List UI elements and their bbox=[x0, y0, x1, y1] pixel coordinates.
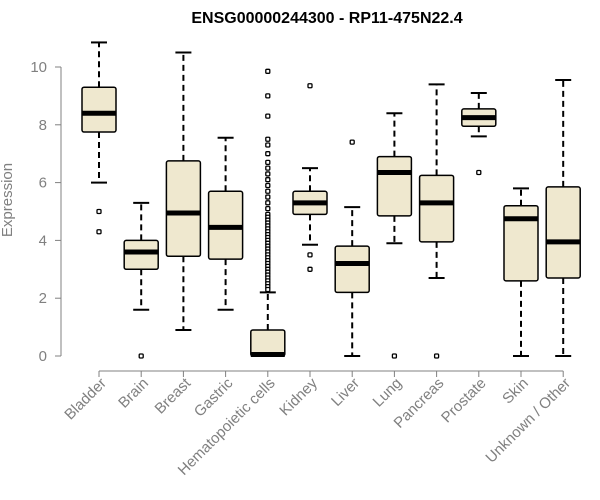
outlier-point bbox=[307, 266, 313, 272]
outlier-point bbox=[265, 113, 271, 119]
iqr-box bbox=[123, 239, 159, 271]
outlier-point bbox=[391, 353, 398, 359]
iqr-box bbox=[545, 186, 581, 279]
outlier-point bbox=[96, 229, 102, 235]
box-group bbox=[503, 187, 539, 357]
outlier-point bbox=[265, 165, 271, 171]
outlier-point bbox=[476, 169, 482, 176]
outlier-point bbox=[265, 142, 271, 148]
outlier-point bbox=[433, 353, 440, 359]
plot-area bbox=[81, 41, 581, 359]
outlier-point bbox=[265, 151, 271, 157]
x-tick-label: Skin bbox=[499, 375, 532, 408]
iqr-box bbox=[503, 204, 539, 282]
outlier-point bbox=[265, 177, 271, 183]
y-axis: 0 2 4 6 8 10 bbox=[30, 59, 62, 365]
y-tick-label: 4 bbox=[39, 232, 47, 249]
outlier-point bbox=[265, 171, 271, 177]
iqr-box bbox=[165, 160, 202, 258]
outlier-point bbox=[265, 200, 271, 206]
outlier-point bbox=[265, 159, 271, 166]
outlier-point bbox=[307, 83, 313, 89]
box-group bbox=[418, 83, 455, 359]
x-tick-label: Prostate bbox=[438, 375, 490, 427]
iqr-box bbox=[334, 245, 370, 294]
x-tick-label: Kidney bbox=[276, 374, 321, 419]
box-group bbox=[81, 41, 117, 235]
x-tick-label: Brain bbox=[115, 375, 152, 412]
outlier-point bbox=[265, 68, 271, 74]
x-tick-label: Liver bbox=[328, 375, 363, 410]
outlier-point bbox=[265, 182, 271, 189]
box-group bbox=[334, 139, 370, 357]
y-tick-label: 0 bbox=[39, 348, 47, 365]
outlier-point bbox=[307, 252, 313, 258]
outlier-point bbox=[265, 188, 271, 194]
x-tick-label: Breast bbox=[152, 374, 195, 417]
box-group bbox=[165, 51, 202, 331]
box-group bbox=[250, 68, 286, 358]
y-tick-label: 2 bbox=[39, 290, 47, 307]
iqr-box bbox=[81, 86, 117, 133]
outlier-point bbox=[265, 194, 271, 200]
x-tick-label: Bladder bbox=[61, 375, 110, 424]
box-group bbox=[545, 79, 581, 357]
iqr-box bbox=[376, 155, 413, 217]
outlier-point bbox=[138, 353, 144, 359]
box-group bbox=[461, 92, 497, 176]
y-tick-label: 6 bbox=[39, 175, 47, 192]
box-group bbox=[207, 136, 244, 311]
y-axis-label: Expression bbox=[0, 163, 16, 237]
outlier-point bbox=[265, 205, 271, 212]
y-tick-label: 8 bbox=[39, 117, 47, 134]
outlier-point bbox=[265, 136, 271, 142]
chart-title: ENSG00000244300 - RP11-475N22.4 bbox=[191, 10, 462, 27]
outlier-point bbox=[265, 286, 271, 293]
iqr-box bbox=[418, 174, 455, 243]
box-group bbox=[376, 112, 413, 359]
x-tick-label: Lung bbox=[370, 375, 406, 411]
outlier-point bbox=[265, 93, 271, 99]
box-group bbox=[123, 201, 159, 359]
box-group bbox=[292, 83, 328, 272]
y-tick-label: 10 bbox=[30, 59, 47, 76]
outlier-point bbox=[96, 208, 102, 215]
outlier-point bbox=[349, 139, 355, 145]
